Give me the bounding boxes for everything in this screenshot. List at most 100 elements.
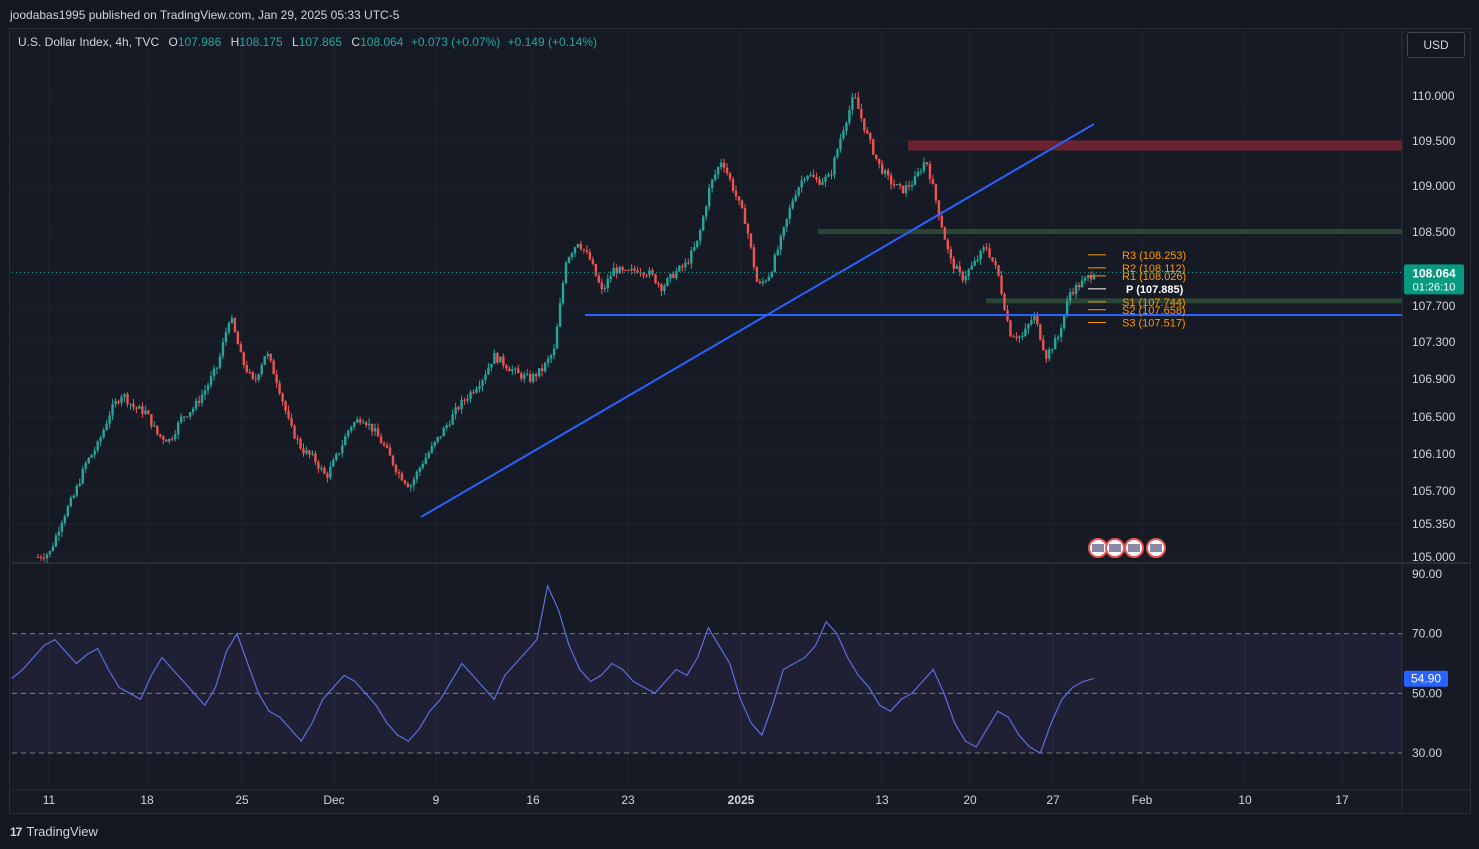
candle-body <box>722 162 726 168</box>
candle-body <box>269 353 272 361</box>
candle-body <box>737 196 741 201</box>
candle-body <box>93 450 96 455</box>
rsi-last-value: 54.90 <box>1411 672 1441 686</box>
candle-body <box>567 257 571 263</box>
candle-body <box>36 557 40 558</box>
tradingview-brand[interactable]: 17 TradingView <box>10 824 98 839</box>
candle-body <box>323 467 326 474</box>
candle-body <box>976 259 979 262</box>
candle-body <box>898 184 902 186</box>
price-tick-label: 106.500 <box>1412 410 1456 424</box>
candle-body <box>889 175 893 185</box>
support-zone-lower <box>986 298 1402 304</box>
candle-body <box>39 557 43 559</box>
candle-body <box>594 264 598 276</box>
change-value: +0.073 (+0.07%) <box>410 35 501 49</box>
last-price-badge <box>1404 264 1464 295</box>
candle-body <box>1071 292 1075 294</box>
candle-body <box>725 167 729 174</box>
candle-body <box>660 284 663 292</box>
candle-body <box>511 369 514 372</box>
candle-body <box>254 378 257 380</box>
candle-body <box>451 414 454 425</box>
candle-body <box>272 360 275 375</box>
candle-body <box>332 459 335 467</box>
candle-body <box>782 227 785 237</box>
candle-body <box>904 185 908 194</box>
candle-body <box>162 436 165 440</box>
chart-frame[interactable] <box>9 28 1471 814</box>
candle-body <box>886 170 890 176</box>
tradingview-logo-icon: 17 <box>10 824 22 839</box>
support-zone-upper <box>818 229 1402 234</box>
candle-body <box>227 323 231 333</box>
candle-body <box>895 184 899 186</box>
price-tick-label: 106.100 <box>1412 447 1456 461</box>
candle-body <box>415 471 419 480</box>
candle-body <box>627 270 630 272</box>
candle-body <box>397 472 401 474</box>
candle-body <box>421 464 425 468</box>
candle-body <box>794 195 797 201</box>
flag-stripe-icon <box>1150 544 1162 552</box>
candle-body <box>385 445 389 448</box>
candle-body <box>1042 339 1045 351</box>
candle-body <box>203 390 207 395</box>
candle-body <box>1077 284 1081 288</box>
candle-body <box>197 400 201 403</box>
rsi-last-badge <box>1404 670 1448 687</box>
currency-button[interactable]: USD <box>1407 32 1465 58</box>
candle-body <box>132 403 135 408</box>
candle-body <box>338 453 341 455</box>
candle-body <box>973 261 976 266</box>
candle-body <box>460 399 463 410</box>
candle-body <box>699 230 702 241</box>
candle-body <box>1045 350 1048 359</box>
candle-body <box>1003 293 1006 311</box>
candle-body <box>824 176 827 182</box>
candle-body <box>278 383 281 394</box>
candle-body <box>284 401 287 411</box>
candle-body <box>919 171 923 173</box>
candle-body <box>994 261 997 266</box>
candle-body <box>913 176 917 185</box>
candle-body <box>314 453 317 463</box>
time-tick-label: 13 <box>875 793 889 807</box>
candle-body <box>946 239 950 250</box>
candle-body <box>540 368 544 372</box>
candle-body <box>564 262 568 284</box>
candle-body <box>663 285 666 292</box>
price-tick-label: 105.350 <box>1412 517 1456 531</box>
candle-body <box>439 436 442 438</box>
rsi-tick-label: 90.00 <box>1412 567 1442 581</box>
candle-body <box>875 154 878 159</box>
candle-body <box>317 462 320 469</box>
candle-body <box>573 247 577 254</box>
candle-body <box>707 188 711 207</box>
candle-body <box>236 331 240 345</box>
pivot-label: S3 (107.517) <box>1122 317 1186 329</box>
candle-body <box>508 368 511 372</box>
candle-body <box>177 422 180 435</box>
time-tick-label: 11 <box>43 793 56 807</box>
candle-body <box>710 179 714 189</box>
price-tick-label: 105.700 <box>1412 484 1456 498</box>
candle-body <box>961 271 964 281</box>
candle-body <box>400 473 404 481</box>
pivot-label: R2 (108.112) <box>1122 263 1185 275</box>
symbol-name: U.S. Dollar Index, 4h, TVC <box>18 35 160 49</box>
close-label: C <box>351 35 361 49</box>
candle-body <box>585 250 589 253</box>
candle-body <box>982 247 985 251</box>
candle-body <box>546 358 550 363</box>
candle-body <box>311 453 314 455</box>
candle-body <box>281 393 284 402</box>
candle-body <box>514 368 517 370</box>
pivot-label: R3 (108.253) <box>1122 250 1186 262</box>
candle-body <box>141 406 144 414</box>
resistance-zone <box>908 140 1402 151</box>
candle-body <box>931 179 935 185</box>
candle-body <box>791 200 794 209</box>
price-tick-label: 108.500 <box>1412 225 1456 239</box>
